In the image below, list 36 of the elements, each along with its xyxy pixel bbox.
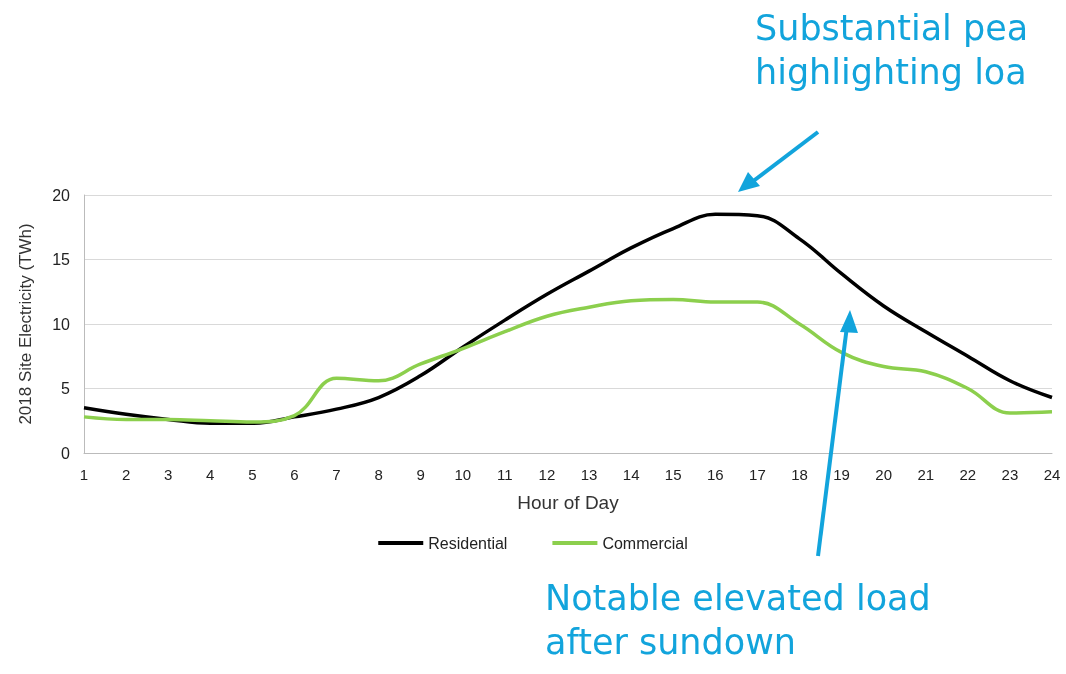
x-axis-title: Hour of Day xyxy=(517,492,620,513)
text: Notable elevated load after sundown xyxy=(545,577,931,664)
x-tick-label: 2 xyxy=(121,466,131,483)
x-tick-label: 21 xyxy=(917,466,935,483)
x-tick-label: 18 xyxy=(791,466,808,483)
x-tick-label: 16 xyxy=(706,466,724,483)
x-tick-label: 8 xyxy=(374,466,383,483)
x-tick-label: 12 xyxy=(538,466,556,483)
x-tick-label: 20 xyxy=(875,466,892,483)
x-tick-label: 14 xyxy=(622,466,640,483)
y-tick-label: 0 xyxy=(61,444,71,462)
x-tick-label: 22 xyxy=(959,466,977,483)
text: Substantial pea highlighting loa xyxy=(755,7,1029,94)
x-tick-label: 10 xyxy=(454,466,472,483)
x-tick-label: 13 xyxy=(580,466,598,483)
x-tick-label: 3 xyxy=(164,466,173,483)
x-tick-label: 5 xyxy=(248,466,257,483)
line-series xyxy=(82,297,1054,424)
x-tick-label: 4 xyxy=(206,466,215,483)
x-tick-label: 17 xyxy=(749,466,766,483)
x-tick-label: 7 xyxy=(332,466,341,483)
x-tick-label: 23 xyxy=(1001,466,1019,483)
legend-label: Commercial xyxy=(602,534,688,552)
x-tick-label: 1 xyxy=(79,466,89,483)
y-tick-label: 15 xyxy=(52,251,71,268)
x-tick-label: 6 xyxy=(290,466,299,483)
y-axis-title: 2018 Site Electricity (TWh) xyxy=(16,223,35,425)
x-tick-label: 9 xyxy=(416,466,425,483)
x-tick-label: 11 xyxy=(497,466,513,483)
x-tick-label: 19 xyxy=(833,466,850,483)
x-tick-label: 24 xyxy=(1043,466,1061,483)
y-tick-label: 20 xyxy=(52,186,71,204)
y-tick-label: 5 xyxy=(61,380,71,397)
x-tick-label: 15 xyxy=(664,466,682,483)
y-tick-label: 10 xyxy=(52,315,71,333)
legend-label: Residential xyxy=(428,534,508,552)
